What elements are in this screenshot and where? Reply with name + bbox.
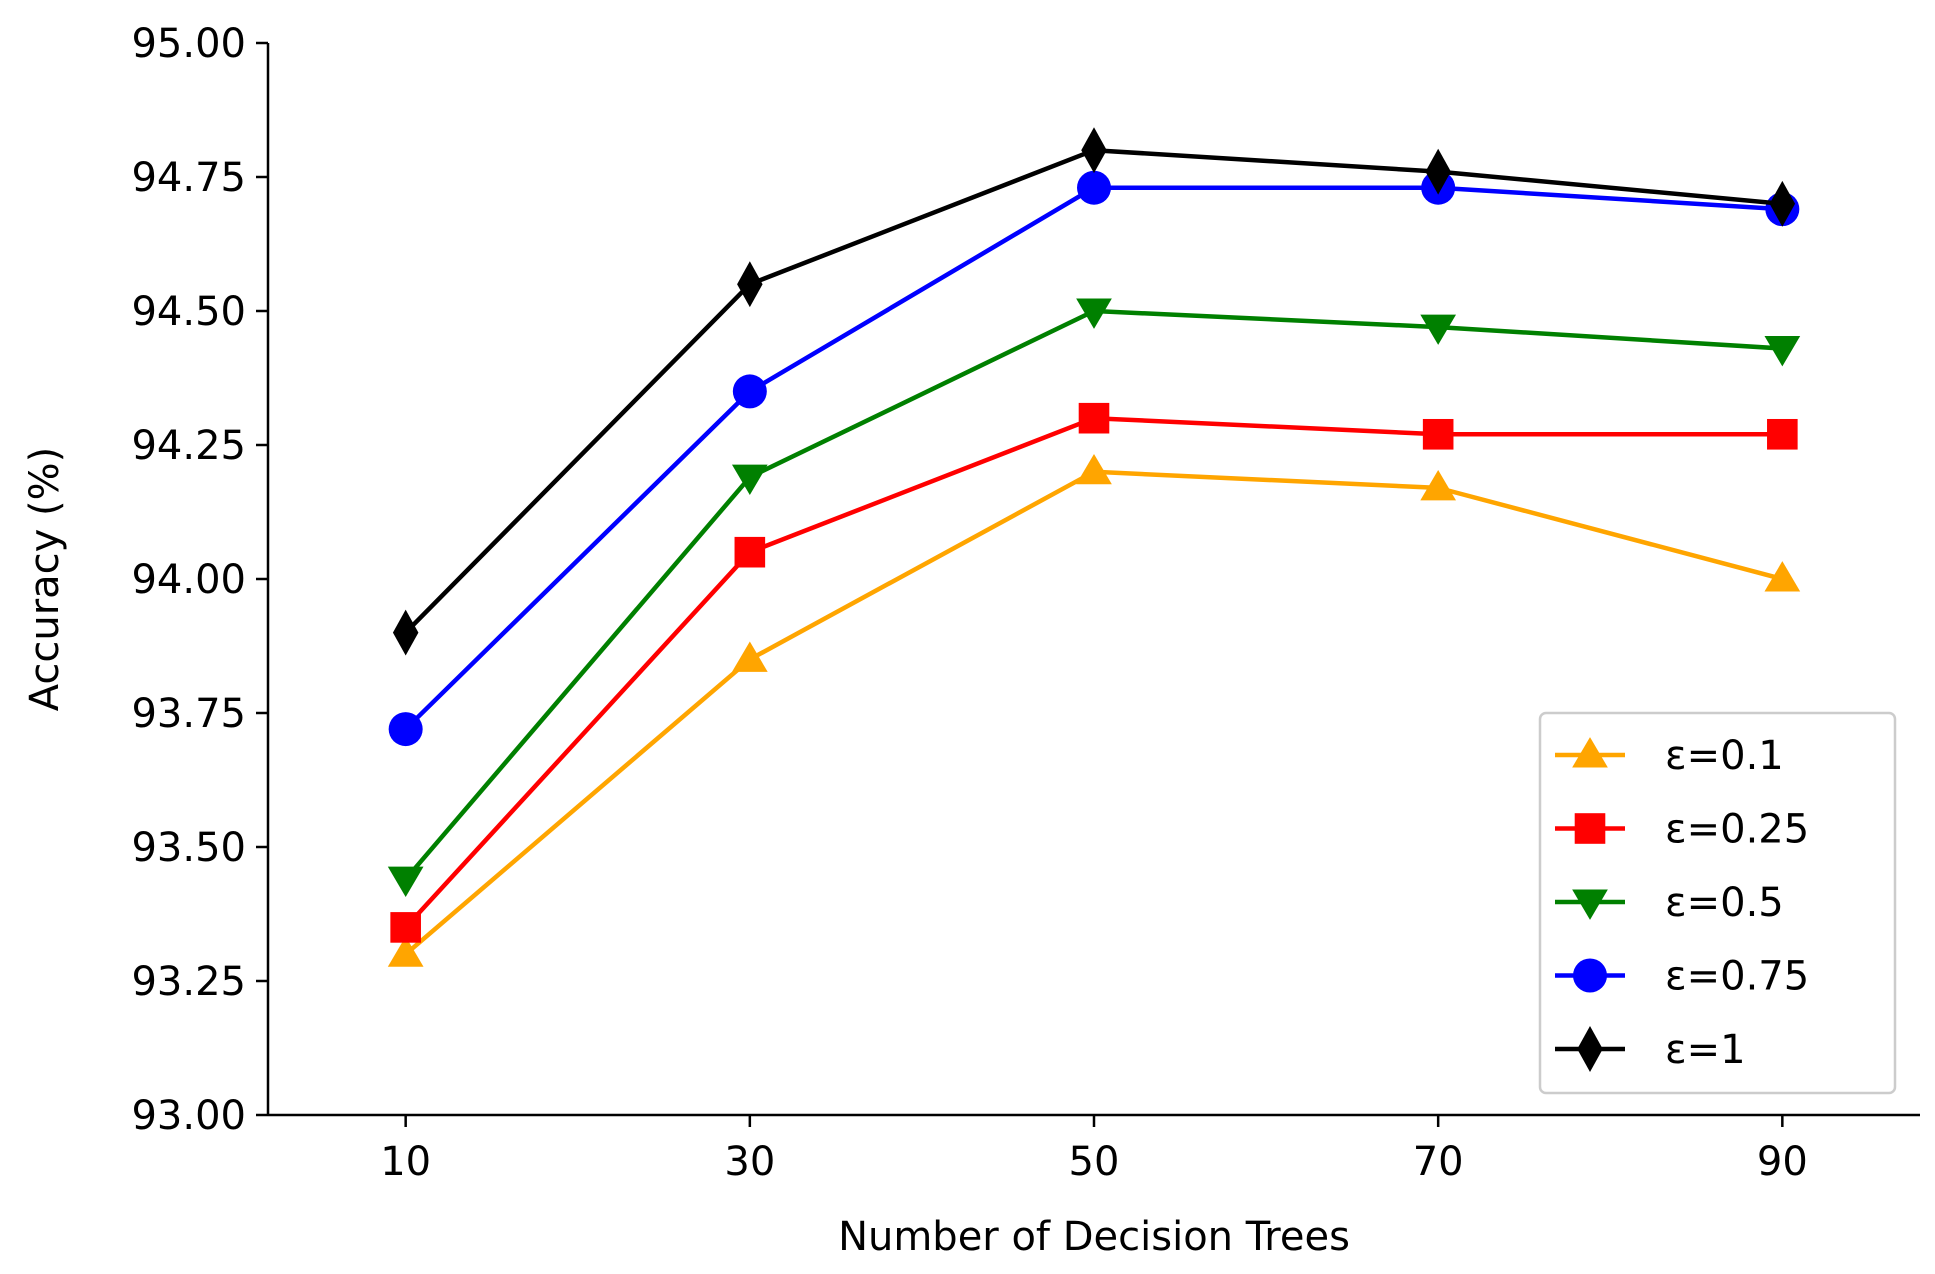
series-line bbox=[404, 147, 1783, 635]
data-point bbox=[1077, 170, 1111, 205]
legend-label: ε=0.1 bbox=[1665, 733, 1784, 779]
legend-item: ε=0.25 bbox=[1555, 807, 1809, 853]
legend-box bbox=[1538, 711, 1897, 1095]
axes: 93.00 93.25 93.50 93.75 94.00 94.25 94.50 94.75… bbox=[131, 21, 1920, 1185]
legend-label: ε=0.5 bbox=[1665, 880, 1784, 926]
data-point bbox=[1420, 314, 1457, 345]
data-point bbox=[1078, 402, 1110, 434]
y-tick-label: 94.75 bbox=[131, 155, 246, 201]
legend-marker bbox=[1573, 958, 1607, 993]
data-point bbox=[734, 536, 766, 568]
data-point bbox=[1767, 418, 1798, 450]
legend-item: ε=0.1 bbox=[1555, 733, 1784, 779]
data-point bbox=[732, 374, 767, 409]
data-point bbox=[737, 261, 763, 308]
x-tick-label: 30 bbox=[724, 1139, 775, 1185]
y-tick-label: 93.00 bbox=[131, 1093, 246, 1139]
data-point bbox=[1420, 470, 1457, 501]
legend-marker bbox=[1577, 1026, 1603, 1072]
legend-marker bbox=[1574, 813, 1606, 844]
data-point bbox=[1081, 127, 1107, 174]
legend-item: ε=1 bbox=[1555, 1026, 1746, 1073]
x-axis-title: Number of Decision Trees bbox=[838, 1214, 1350, 1260]
data-point bbox=[731, 464, 768, 496]
series-2 bbox=[387, 298, 1801, 898]
data-point bbox=[390, 912, 421, 943]
y-tick-label: 93.50 bbox=[131, 825, 246, 871]
y-tick-label: 94.00 bbox=[131, 557, 246, 603]
legend: ε=0.1 ε=0.25 ε=0.5 ε=0.75 ε=1 bbox=[1538, 711, 1897, 1095]
y-axis-title: Accuracy (%) bbox=[22, 447, 68, 712]
legend-marker bbox=[1572, 889, 1608, 920]
legend-label: ε=0.75 bbox=[1665, 954, 1809, 1000]
y-tick-label: 93.75 bbox=[131, 691, 246, 737]
series-0 bbox=[387, 453, 1801, 967]
data-point bbox=[1076, 298, 1112, 329]
legend-item: ε=0.5 bbox=[1555, 880, 1784, 926]
data-point bbox=[388, 712, 423, 747]
legend-label: ε=1 bbox=[1665, 1027, 1746, 1073]
legend-label: ε=0.25 bbox=[1665, 807, 1809, 853]
legend-marker bbox=[1572, 737, 1608, 768]
y-tick-label: 94.50 bbox=[131, 289, 246, 335]
data-point bbox=[1764, 561, 1801, 592]
data-point bbox=[731, 641, 768, 672]
series-1 bbox=[390, 402, 1798, 943]
data-point bbox=[387, 866, 424, 898]
legend-item: ε=0.75 bbox=[1555, 954, 1809, 1000]
series-group bbox=[387, 127, 1801, 967]
x-tick-label: 90 bbox=[1757, 1139, 1808, 1185]
y-tick-label: 95.00 bbox=[131, 21, 246, 67]
data-point bbox=[1425, 148, 1451, 195]
series-4 bbox=[392, 127, 1796, 656]
data-point bbox=[1764, 336, 1801, 367]
data-point bbox=[1076, 453, 1112, 485]
data-point bbox=[1422, 418, 1454, 450]
y-tick-label: 93.25 bbox=[131, 959, 246, 1005]
y-tick-label: 94.25 bbox=[131, 423, 246, 469]
data-point bbox=[392, 609, 419, 656]
data-point bbox=[387, 936, 424, 967]
data-point bbox=[1769, 180, 1796, 227]
x-tick-label: 70 bbox=[1413, 1139, 1464, 1185]
x-tick-label: 50 bbox=[1069, 1139, 1120, 1185]
x-tick-label: 10 bbox=[380, 1139, 431, 1185]
